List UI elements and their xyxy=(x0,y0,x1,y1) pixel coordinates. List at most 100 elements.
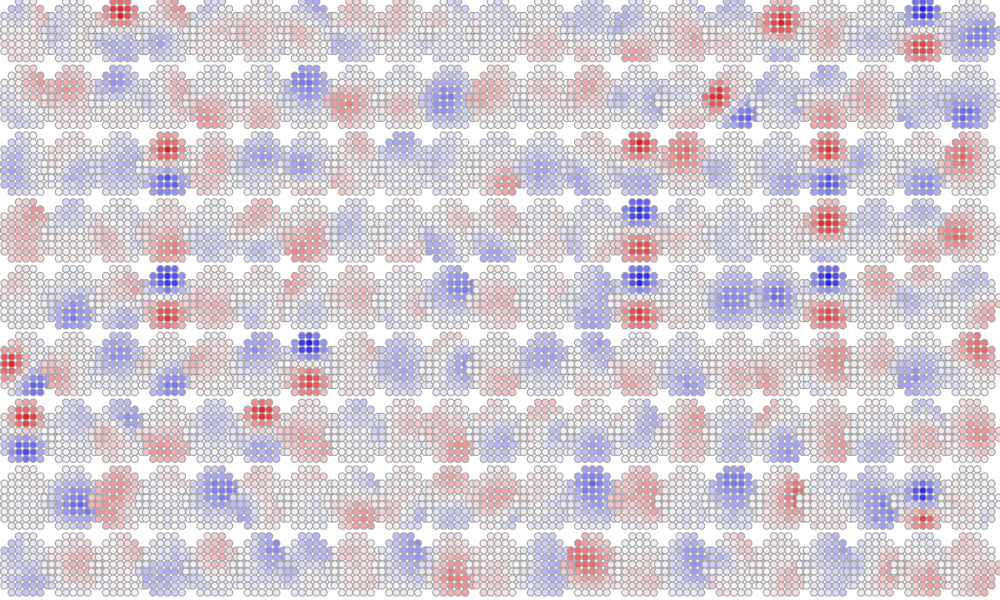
electrode-dot xyxy=(101,145,111,154)
electrode-dot xyxy=(54,32,63,42)
electrode-dot xyxy=(472,219,481,228)
electrode-dot xyxy=(809,113,819,123)
electrode-dot xyxy=(0,212,9,221)
electrode-dot xyxy=(156,78,165,87)
electrode-dot xyxy=(744,113,753,123)
electrode-dot xyxy=(824,99,833,108)
electrode-dot xyxy=(729,85,739,94)
electrode-dot xyxy=(76,159,85,168)
electrode-dot xyxy=(762,71,771,80)
electrode-dot xyxy=(675,54,684,63)
electrode-dot xyxy=(479,247,488,256)
electrode-dot xyxy=(101,212,111,221)
electrode-dot xyxy=(769,4,779,13)
electrode-dot xyxy=(479,187,488,196)
electrode-dot xyxy=(911,113,920,123)
electrode-dot xyxy=(649,120,659,130)
electrode-dot xyxy=(501,166,510,175)
electrode-dot xyxy=(755,47,764,56)
electrode-dot xyxy=(170,247,179,256)
electrode-dot xyxy=(791,240,800,249)
electrode-dot xyxy=(951,40,960,49)
electrode-dot xyxy=(588,40,597,49)
electrode-dot xyxy=(809,47,819,56)
electrode-dot xyxy=(737,85,746,94)
electrode-dot xyxy=(312,180,321,189)
electrode-dot xyxy=(824,173,833,182)
electrode-dot xyxy=(236,85,245,94)
electrode-dot xyxy=(649,145,659,154)
electrode-dot xyxy=(461,4,470,13)
electrode-dot xyxy=(885,138,895,147)
electrode-dot xyxy=(149,212,158,221)
electrode-dot xyxy=(359,32,368,42)
electrode-dot xyxy=(668,152,677,161)
electrode-dot xyxy=(722,78,731,87)
electrode-dot xyxy=(439,247,448,256)
electrode-dot xyxy=(61,113,71,123)
electrode-dot xyxy=(101,219,111,228)
electrode-dot xyxy=(965,152,975,161)
electrode-dot xyxy=(795,226,804,235)
electrode-dot xyxy=(359,25,368,35)
electrode-dot xyxy=(508,85,517,94)
electrode-dot xyxy=(729,152,739,161)
electrode-dot xyxy=(784,226,793,235)
electrode-dot xyxy=(319,240,328,249)
electrode-dot xyxy=(668,40,677,49)
electrode-dot xyxy=(366,219,375,228)
electrode-dot xyxy=(871,11,880,20)
electrode-dot xyxy=(134,25,143,35)
electrode-dot xyxy=(337,40,347,49)
electrode-dot xyxy=(831,85,840,94)
electrode-dot xyxy=(918,99,927,108)
electrode-dot xyxy=(769,173,779,182)
electrode-dot xyxy=(784,159,793,168)
electrode-dot xyxy=(385,240,394,249)
electrode-dot xyxy=(385,92,394,101)
electrode-dot xyxy=(748,25,757,35)
electrode-dot xyxy=(210,219,219,228)
electrode-dot xyxy=(817,64,826,73)
electrode-dot xyxy=(453,78,463,87)
topomap xyxy=(465,0,531,63)
electrode-dot xyxy=(729,219,739,228)
electrode-dot xyxy=(878,54,887,63)
electrode-dot xyxy=(257,159,267,168)
electrode-dot xyxy=(526,187,535,196)
electrode-dot xyxy=(413,54,423,63)
electrode-dot xyxy=(337,25,347,35)
electrode-dot xyxy=(330,180,339,189)
electrode-dot xyxy=(675,219,684,228)
electrode-dot xyxy=(588,233,597,242)
electrode-dot xyxy=(337,226,347,235)
electrode-dot xyxy=(588,71,597,80)
electrode-dot xyxy=(163,113,172,123)
electrode-dot xyxy=(377,152,387,161)
electrode-dot xyxy=(588,113,597,123)
electrode-dot xyxy=(668,226,677,235)
electrode-dot xyxy=(595,226,604,235)
electrode-dot xyxy=(109,159,118,168)
electrode-dot xyxy=(149,145,158,154)
electrode-dot xyxy=(116,187,125,196)
electrode-dot xyxy=(548,78,557,87)
electrode-dot xyxy=(461,18,470,28)
electrode-dot xyxy=(76,54,85,63)
electrode-dot xyxy=(824,64,833,73)
electrode-dot xyxy=(802,18,811,28)
electrode-dot xyxy=(501,205,510,214)
topomap xyxy=(40,0,107,63)
electrode-dot xyxy=(784,25,793,35)
electrode-dot xyxy=(635,152,644,161)
electrode-dot xyxy=(621,99,630,108)
electrode-dot xyxy=(635,54,644,63)
electrode-dot xyxy=(697,145,706,154)
electrode-dot xyxy=(951,85,960,94)
electrode-dot xyxy=(817,173,826,182)
electrode-dot xyxy=(297,205,307,214)
electrode-dot xyxy=(217,78,227,87)
electrode-dot xyxy=(911,78,920,87)
electrode-dot xyxy=(842,92,851,101)
electrode-dot xyxy=(911,240,920,249)
